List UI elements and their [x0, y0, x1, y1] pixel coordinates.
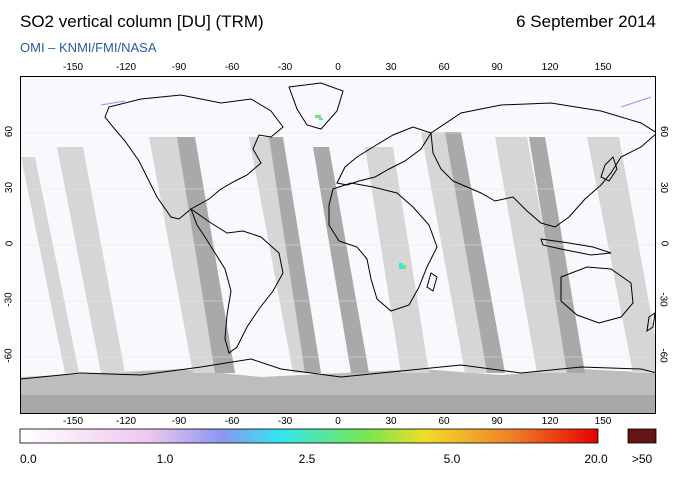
lon-tick-label: -150	[62, 62, 84, 73]
colorbar-label: 20.0	[584, 452, 608, 466]
lon-tick-label: 60	[438, 416, 450, 427]
so2-hotspots	[100, 96, 652, 269]
lon-tick-label: -90	[171, 62, 187, 73]
lon-tick-label: -90	[171, 416, 187, 427]
lon-tick-label: 90	[491, 416, 503, 427]
lon-tick-label: -60	[224, 62, 240, 73]
lon-tick-label: -120	[115, 416, 137, 427]
lon-tick-label: 120	[541, 62, 559, 73]
lon-tick-label: -150	[62, 416, 84, 427]
coastlines	[21, 82, 655, 380]
lon-tick-label: 0	[335, 62, 341, 73]
colorbar-label: >50	[631, 452, 653, 466]
colorbar-gradient	[19, 428, 599, 444]
colorbar-label: 1.0	[156, 452, 174, 466]
lon-tick-label: 0	[335, 416, 341, 427]
map-canvas	[21, 77, 655, 413]
lon-tick-label: -60	[224, 416, 240, 427]
lon-tick-label: 150	[594, 416, 612, 427]
polar-band-dark	[21, 395, 655, 413]
lon-tick-label: 60	[438, 62, 450, 73]
colorbar-label: 2.5	[298, 452, 316, 466]
lon-tick-label: 150	[594, 62, 612, 73]
colorbar-label: 5.0	[443, 452, 461, 466]
data-credit: OMI – KNMI/FMI/NASA	[20, 40, 157, 55]
lon-tick-label: 120	[541, 416, 559, 427]
map-date: 6 September 2014	[516, 12, 656, 31]
colorbar-overflow-swatch	[627, 428, 657, 444]
lon-tick-label: -30	[277, 62, 293, 73]
graticule	[21, 132, 655, 358]
map-title: SO2 vertical column [DU] (TRM)	[20, 12, 264, 31]
colorbar-label: 0.0	[20, 452, 37, 466]
lon-tick-label: 90	[491, 62, 503, 73]
so2-map	[20, 76, 656, 414]
orbit-overlaps	[177, 132, 585, 373]
lon-tick-label: -120	[115, 62, 137, 73]
lon-tick-label: -30	[277, 416, 293, 427]
lon-tick-label: 30	[385, 416, 397, 427]
lon-tick-label: 30	[385, 62, 397, 73]
